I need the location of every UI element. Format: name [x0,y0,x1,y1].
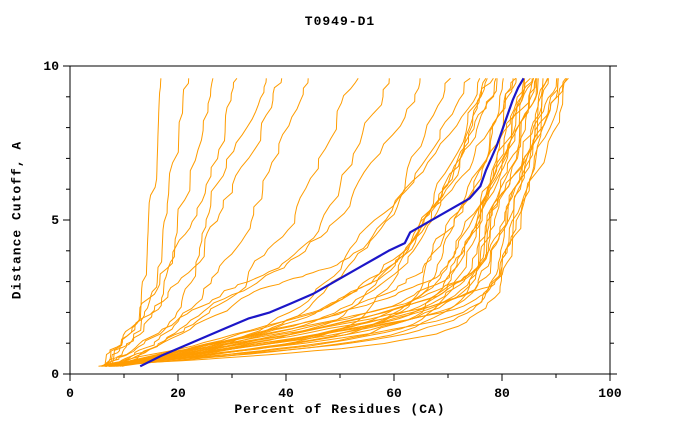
prediction-curve [111,78,267,367]
prediction-curve [110,78,497,367]
prediction-curve [110,78,539,367]
y-tick-label: 10 [43,59,59,74]
prediction-curve [100,78,514,367]
x-tick-label: 0 [66,386,74,401]
prediction-curve [104,78,190,367]
x-tick-label: 100 [598,386,622,401]
prediction-curve [112,78,558,367]
prediction-curve [113,78,548,367]
y-tick-label: 0 [51,367,59,382]
prediction-curve [104,78,390,367]
prediction-curve [121,78,549,367]
prediction-curve [122,77,451,367]
prediction-curve [108,78,504,367]
x-tick-label: 60 [386,386,402,401]
prediction-curve [101,78,535,367]
curves-layer [98,77,569,368]
prediction-curve [115,77,531,367]
prediction-curve [112,78,421,367]
prediction-curve [102,78,283,367]
x-tick-label: 20 [170,386,186,401]
prediction-curve [108,78,567,367]
prediction-curve [98,77,569,367]
x-axis-label: Percent of Residues (CA) [234,402,446,417]
y-tick-label: 5 [51,213,59,228]
x-tick-label: 80 [494,386,510,401]
prediction-curve [112,78,494,367]
highlight-curve [139,77,525,368]
prediction-curve [106,78,214,367]
prediction-curve [105,77,238,367]
prediction-curve [105,78,309,367]
prediction-curve [105,78,559,367]
plot-border [69,65,611,375]
axes-layer: 0 20 40 60 80 100 0 5 10 [43,59,622,401]
prediction-curve [106,78,544,367]
prediction-curve [103,78,498,367]
chart-title: T0949-D1 [304,14,376,29]
prediction-curve [105,78,162,367]
x-tick-label: 40 [278,386,294,401]
prediction-curve [108,78,568,367]
prediction-curve [111,78,549,367]
